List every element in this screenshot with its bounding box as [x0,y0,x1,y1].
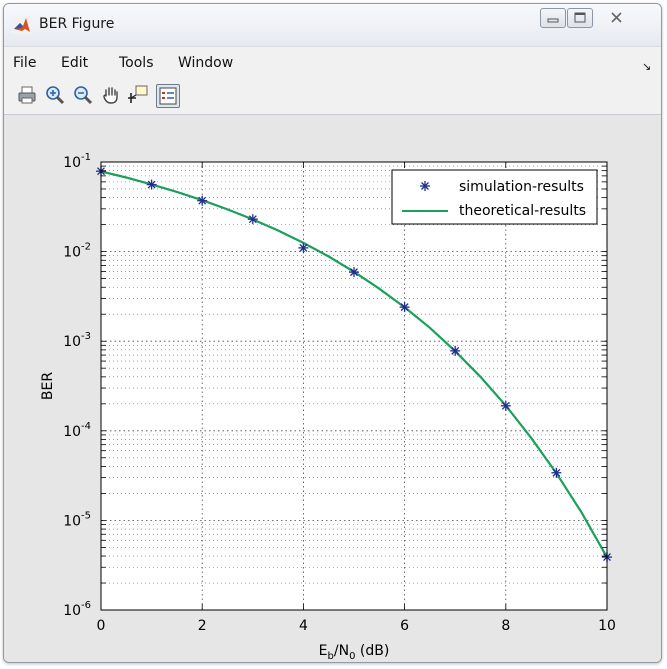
x-axis-label: Eb/N0 (dB) [319,643,390,662]
x-tick-label: 0 [97,618,106,634]
marker-stroke [552,468,561,477]
legend-star [420,181,430,191]
minimize-icon [547,18,559,23]
x-tick-label: 8 [501,618,510,634]
menu-file[interactable]: File [13,55,37,71]
x-tick-label: 10 [598,618,616,634]
x-tick-label: 6 [400,618,409,634]
legend-entry-theoretical: theoretical-results [459,203,586,219]
data-cursor-icon [128,85,148,103]
y-tick-label: 10-1 [63,152,91,171]
marker-stroke [501,401,510,410]
marker-stroke [147,180,156,189]
pan-button[interactable] [100,84,124,108]
y-tick-label: 10-6 [63,600,91,619]
maximize-icon [574,12,586,23]
menu-bar: File Edit Tools Window ↘ [4,46,661,81]
y-tick-label: 10-3 [63,331,91,350]
simulation-point [551,467,562,478]
figure-window: BER Figure File Edit Tools Window ↘ [3,3,662,663]
menu-window[interactable]: Window [178,55,234,71]
close-button[interactable] [594,8,640,28]
simulation-point [500,400,511,411]
figure-area: 0 2 4 6 8 10 10-1 10-2 10-3 10-4 10-5 10-6 Eb/N0 (d… [4,115,661,662]
print-icon [18,86,36,104]
ber-plot[interactable]: 0 2 4 6 8 10 10-1 10-2 10-3 10-4 10-5 10-6 Eb/N0 (d… [4,115,661,662]
maximize-button[interactable] [567,8,593,28]
x-tick-label: 4 [299,618,308,634]
legend-box [391,169,598,225]
minimize-button[interactable] [540,8,566,28]
print-button[interactable] [16,84,40,108]
simulation-point [146,179,157,190]
simulation-point [197,195,208,206]
marker-stroke [198,196,207,205]
simulation-point [349,267,359,278]
zoom-in-button[interactable] [44,84,68,108]
marker-stroke [451,346,460,355]
axes-background [101,162,607,610]
matlab-logo-icon [13,16,31,34]
axes-box [100,161,608,611]
y-tick-label: 10-5 [63,510,91,529]
y-tick-label: 10-2 [63,242,91,261]
y-tick-label: 10-4 [63,421,91,440]
simulation-point [247,214,258,225]
window-title: BER Figure [39,16,115,32]
zoom-out-button[interactable] [72,84,96,108]
marker-stroke [248,215,257,224]
marker-stroke [421,182,429,190]
dock-arrow-icon[interactable]: ↘ [642,60,652,73]
marker-stroke [350,268,358,277]
marker-stroke [400,303,409,312]
close-icon [611,12,622,23]
title-bar[interactable]: BER Figure [4,4,661,44]
y-axis-label: BER [40,372,56,400]
data-cursor-button[interactable] [128,84,152,108]
legend-marker-sample [420,181,430,191]
legend-toggle-button[interactable] [156,84,180,108]
simulation-point [298,242,309,253]
menu-tools[interactable]: Tools [119,55,154,71]
axis-ticks: 0 2 4 6 8 10 10-1 10-2 10-3 10-4 10-5 10-6 [63,152,616,634]
toolbar [4,80,661,115]
x-tick-label: 2 [198,618,207,634]
legend-toggle-icon [159,87,177,105]
menu-edit[interactable]: Edit [61,55,89,71]
legend: simulation-results theoretical-results [391,169,598,225]
zoom-out-icon [74,86,93,105]
grid-lines [100,162,608,611]
pan-hand-icon [103,87,118,104]
simulation-point [450,345,461,356]
simulation-point [399,302,410,313]
zoom-in-icon [46,86,65,105]
legend-entry-simulation: simulation-results [459,179,584,195]
marker-stroke [299,243,308,252]
